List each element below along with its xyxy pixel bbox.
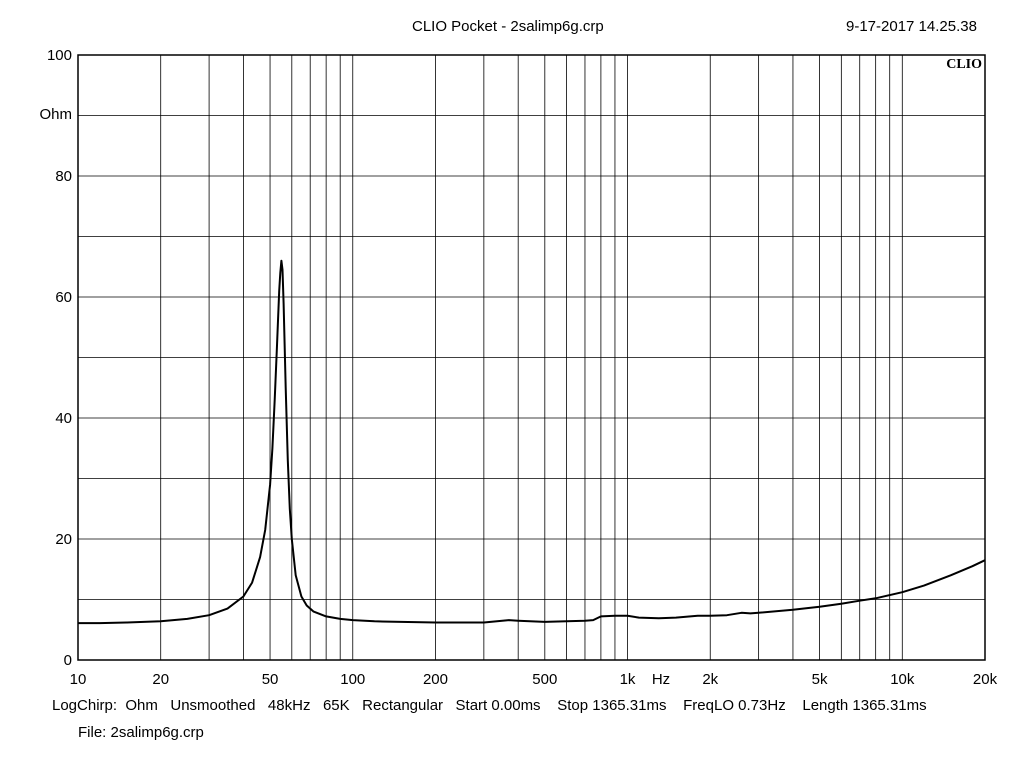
y-unit-label: Ohm (39, 106, 72, 123)
measurement-settings: LogChirp: Ohm Unsmoothed 48kHz 65K Recta… (52, 697, 927, 714)
plot-frame (77, 54, 986, 661)
x-tick-label: 10 (70, 671, 87, 688)
x-tick-label: 500 (532, 671, 557, 688)
y-tick-label: 80 (55, 168, 72, 185)
clio-logo: CLIO (946, 57, 982, 72)
x-tick-label: 2k (702, 671, 718, 688)
series-group (78, 259, 986, 625)
x-tick-label: 20k (973, 671, 998, 688)
x-tick-label: 5k (812, 671, 828, 688)
file-name: File: 2salimp6g.crp (78, 724, 204, 741)
y-axis-ticks: 0 20 40 60 80 100 (47, 47, 72, 669)
chart-title: CLIO Pocket - 2salimp6g.crp (412, 18, 604, 35)
x-tick-label: 10k (890, 671, 915, 688)
y-tick-label: 100 (47, 47, 72, 64)
x-tick-label: 50 (262, 671, 279, 688)
impedance-curve (78, 259, 986, 625)
y-tick-label: 20 (55, 531, 72, 548)
x-tick-label: 20 (152, 671, 169, 688)
x-tick-label: 100 (340, 671, 365, 688)
y-tick-label: 0 (64, 652, 72, 669)
x-axis-ticks: 10 20 50 100 200 500 1k 2k 5k 10k 20k (70, 671, 998, 688)
timestamp: 9-17-2017 14.25.38 (846, 18, 977, 35)
x-tick-label: 1k (620, 671, 636, 688)
x-unit-label: Hz (652, 671, 670, 688)
y-tick-label: 60 (55, 289, 72, 306)
y-tick-label: 40 (55, 410, 72, 427)
x-tick-label: 200 (423, 671, 448, 688)
chart-grid (78, 55, 985, 660)
